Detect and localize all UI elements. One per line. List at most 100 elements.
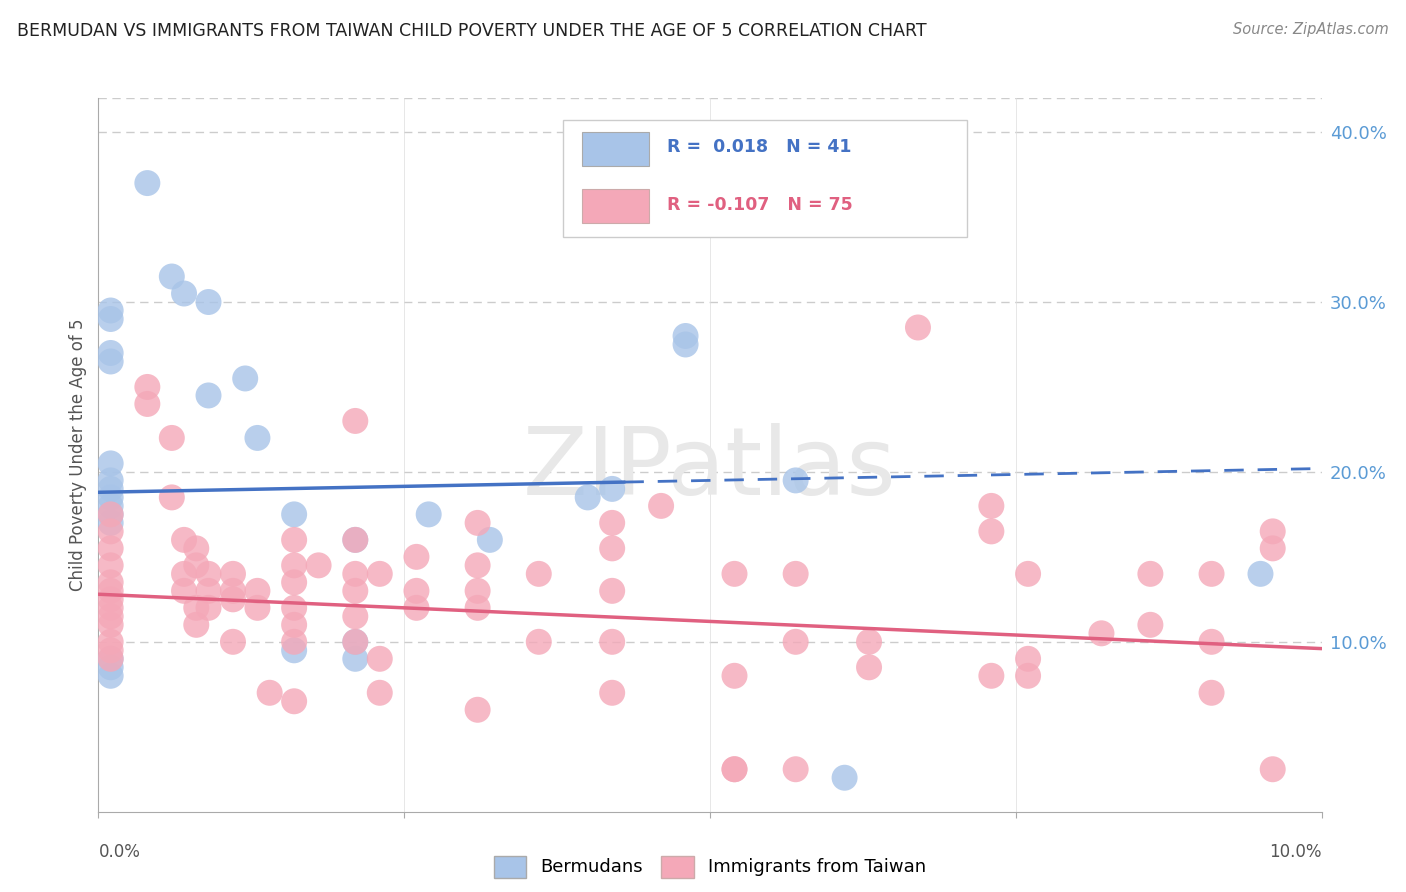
Point — [1017, 669, 1039, 683]
Text: ZIPatlas: ZIPatlas — [523, 423, 897, 516]
FancyBboxPatch shape — [564, 120, 967, 237]
Point — [100, 499, 122, 513]
Point — [467, 703, 489, 717]
Point — [723, 669, 745, 683]
Point — [100, 583, 122, 598]
Point — [467, 558, 489, 573]
Point — [1139, 566, 1161, 581]
Point — [1201, 686, 1223, 700]
Point — [467, 583, 489, 598]
Point — [418, 508, 440, 522]
Point — [100, 354, 122, 368]
Point — [100, 491, 122, 505]
Point — [405, 600, 427, 615]
Point — [160, 431, 183, 445]
Point — [100, 592, 122, 607]
Point — [259, 686, 281, 700]
Text: R = -0.107   N = 75: R = -0.107 N = 75 — [668, 196, 853, 214]
Point — [100, 457, 122, 471]
Point — [283, 643, 305, 657]
Point — [858, 660, 880, 674]
Point — [980, 669, 1002, 683]
Point — [600, 541, 623, 556]
Point — [100, 617, 122, 632]
Point — [675, 329, 697, 343]
Point — [980, 524, 1002, 539]
Point — [136, 380, 159, 394]
Point — [283, 508, 305, 522]
Text: R =  0.018   N = 41: R = 0.018 N = 41 — [668, 137, 852, 155]
Point — [527, 566, 550, 581]
Point — [100, 482, 122, 496]
Point — [100, 643, 122, 657]
Point — [368, 566, 391, 581]
Point — [197, 295, 219, 310]
Point — [1201, 566, 1223, 581]
Point — [100, 558, 122, 573]
Point — [186, 558, 208, 573]
FancyBboxPatch shape — [582, 132, 648, 166]
Point — [650, 499, 672, 513]
Point — [344, 635, 367, 649]
Point — [1090, 626, 1112, 640]
Point — [675, 337, 697, 351]
Point — [834, 771, 856, 785]
Text: 10.0%: 10.0% — [1270, 843, 1322, 861]
Text: BERMUDAN VS IMMIGRANTS FROM TAIWAN CHILD POVERTY UNDER THE AGE OF 5 CORRELATION : BERMUDAN VS IMMIGRANTS FROM TAIWAN CHILD… — [17, 22, 927, 40]
Point — [1249, 566, 1271, 581]
Point — [222, 592, 245, 607]
Point — [233, 371, 256, 385]
Point — [527, 635, 550, 649]
Point — [907, 320, 929, 334]
Point — [344, 414, 367, 428]
Point — [246, 431, 269, 445]
Point — [100, 575, 122, 590]
Point — [173, 583, 195, 598]
Point — [344, 635, 367, 649]
Point — [283, 635, 305, 649]
Point — [723, 762, 745, 776]
Point — [600, 635, 623, 649]
Point — [197, 583, 219, 598]
Point — [100, 600, 122, 615]
Point — [600, 516, 623, 530]
Point — [100, 652, 122, 666]
Point — [246, 583, 269, 598]
Point — [344, 533, 367, 547]
Point — [1261, 541, 1284, 556]
Point — [100, 660, 122, 674]
Point — [283, 617, 305, 632]
Text: 0.0%: 0.0% — [98, 843, 141, 861]
Point — [100, 669, 122, 683]
Point — [344, 566, 367, 581]
Point — [283, 533, 305, 547]
Point — [197, 600, 219, 615]
Point — [785, 762, 807, 776]
Point — [197, 566, 219, 581]
Point — [136, 176, 159, 190]
Point — [222, 583, 245, 598]
Point — [186, 600, 208, 615]
Point — [100, 312, 122, 326]
Point — [576, 491, 599, 505]
Point — [246, 600, 269, 615]
Y-axis label: Child Poverty Under the Age of 5: Child Poverty Under the Age of 5 — [69, 318, 87, 591]
Point — [173, 286, 195, 301]
Point — [100, 516, 122, 530]
Point — [344, 609, 367, 624]
Point — [100, 474, 122, 488]
Point — [467, 600, 489, 615]
Point — [100, 541, 122, 556]
Point — [100, 346, 122, 360]
Point — [405, 549, 427, 564]
Point — [980, 499, 1002, 513]
Point — [478, 533, 501, 547]
Point — [368, 686, 391, 700]
Point — [344, 652, 367, 666]
Point — [100, 508, 122, 522]
Point — [1139, 617, 1161, 632]
Point — [368, 652, 391, 666]
Point — [600, 583, 623, 598]
Point — [600, 686, 623, 700]
Point — [222, 566, 245, 581]
